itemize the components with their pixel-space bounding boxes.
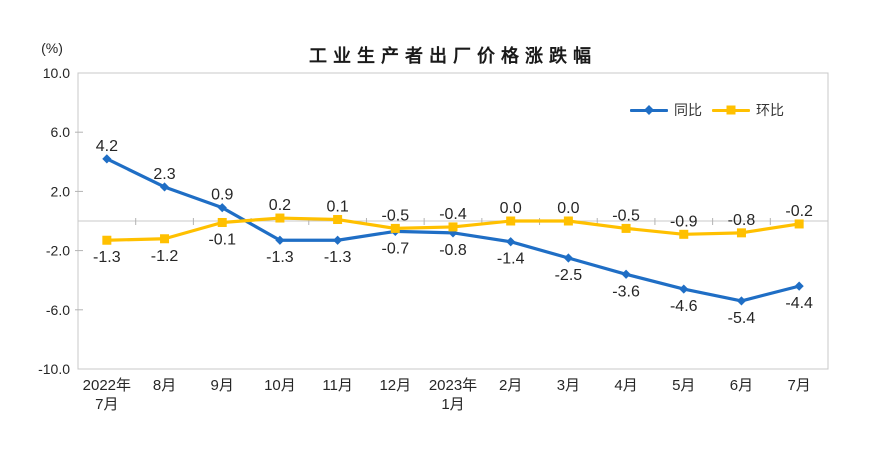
data-label-mom-12: -0.2 <box>785 203 813 220</box>
marker-mom-0 <box>102 235 112 245</box>
legend-mom-square-marker-icon <box>726 105 736 115</box>
y-axis-tick-label: -6.0 <box>46 302 70 318</box>
x-axis-label-8: 3月 <box>557 377 580 394</box>
marker-yoy-1 <box>159 182 170 192</box>
marker-mom-8 <box>563 216 573 226</box>
y-axis-unit-label: (%) <box>41 40 63 56</box>
data-label-yoy-0: 4.2 <box>96 138 118 155</box>
data-label-mom-6: -0.4 <box>439 206 467 223</box>
legend-yoy-diamond-marker-icon <box>644 105 654 115</box>
y-axis-tick-label: -2.0 <box>46 243 70 259</box>
x-axis-label-4: 11月 <box>322 377 353 394</box>
marker-mom-2 <box>217 217 227 227</box>
data-label-yoy-10: -4.6 <box>670 298 698 315</box>
x-axis-label-7: 2月 <box>499 377 522 394</box>
legend-mom-label: 环比 <box>756 102 784 118</box>
marker-mom-6 <box>448 222 458 232</box>
data-label-yoy-2: 0.9 <box>211 187 233 204</box>
data-label-yoy-6: -0.8 <box>439 242 467 259</box>
marker-yoy-2 <box>217 203 227 213</box>
data-label-mom-1: -1.2 <box>151 248 179 265</box>
legend-mom-line-swatch <box>712 105 750 115</box>
x-axis-label-5: 12月 <box>379 377 411 394</box>
marker-yoy-12 <box>794 281 804 291</box>
marker-mom-9 <box>621 223 631 233</box>
marker-yoy-10 <box>679 284 689 294</box>
data-label-mom-10: -0.9 <box>670 213 698 230</box>
marker-mom-10 <box>679 229 689 239</box>
x-axis-label-0: 7月 <box>95 396 118 413</box>
data-label-yoy-1: 2.3 <box>153 166 175 183</box>
marker-mom-11 <box>736 228 746 238</box>
chart-legend: 同比 环比 <box>630 103 784 117</box>
legend-yoy-line-swatch <box>630 105 668 115</box>
data-label-mom-5: -0.5 <box>382 207 410 224</box>
x-axis-label-10: 5月 <box>672 377 695 394</box>
y-axis-tick-label: 2.0 <box>51 183 71 199</box>
y-axis-tick-label: 6.0 <box>51 124 71 140</box>
data-label-yoy-5: -0.7 <box>382 240 410 257</box>
marker-mom-12 <box>794 219 804 229</box>
y-axis-tick-label: -10.0 <box>38 361 70 377</box>
marker-yoy-3 <box>275 235 285 245</box>
marker-yoy-7 <box>506 237 516 247</box>
legend-yoy-label: 同比 <box>674 102 702 118</box>
x-axis-label-3: 10月 <box>264 377 296 394</box>
x-axis-label-0: 2022年 <box>83 377 131 394</box>
x-axis-label-6: 2023年 <box>429 377 477 394</box>
marker-yoy-0 <box>102 154 112 164</box>
data-label-yoy-9: -3.6 <box>612 283 640 300</box>
x-axis-label-6: 1月 <box>441 396 464 413</box>
marker-mom-5 <box>390 223 400 233</box>
data-label-yoy-8: -2.5 <box>555 267 583 284</box>
data-label-yoy-4: -1.3 <box>324 249 352 266</box>
marker-yoy-4 <box>333 235 343 245</box>
x-axis-label-11: 6月 <box>730 377 753 394</box>
data-label-mom-7: 0.0 <box>500 200 522 217</box>
data-label-mom-2: -0.1 <box>208 231 236 248</box>
x-axis-label-9: 4月 <box>614 377 637 394</box>
data-label-mom-3: 0.2 <box>269 197 291 214</box>
marker-yoy-11 <box>736 296 747 306</box>
data-label-mom-11: -0.8 <box>728 212 756 229</box>
y-axis-tick-label: 10.0 <box>43 65 70 81</box>
data-label-mom-4: 0.1 <box>326 199 348 216</box>
legend-item-yoy: 同比 <box>630 103 702 117</box>
marker-mom-1 <box>160 234 170 244</box>
x-axis-label-12: 7月 <box>787 377 810 394</box>
x-axis-label-2: 9月 <box>211 377 234 394</box>
data-label-mom-9: -0.5 <box>612 207 640 224</box>
marker-mom-7 <box>506 216 516 226</box>
x-axis-label-1: 8月 <box>153 377 176 394</box>
data-label-yoy-12: -4.4 <box>785 295 813 312</box>
marker-mom-4 <box>333 215 343 225</box>
legend-item-mom: 环比 <box>712 103 784 117</box>
data-label-mom-0: -1.3 <box>93 249 121 266</box>
marker-mom-3 <box>275 213 285 223</box>
marker-yoy-8 <box>563 253 573 263</box>
data-label-yoy-3: -1.3 <box>266 249 294 266</box>
chart-title: 工业生产者出厂价格涨跌幅 <box>309 46 597 66</box>
data-label-yoy-11: -5.4 <box>728 310 756 327</box>
data-label-yoy-7: -1.4 <box>497 251 525 268</box>
data-label-mom-8: 0.0 <box>557 200 579 217</box>
marker-yoy-9 <box>621 269 631 279</box>
